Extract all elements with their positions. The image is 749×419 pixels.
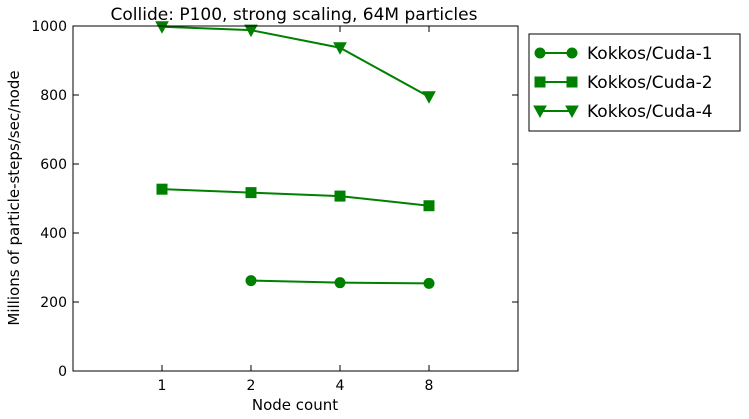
series-line-3: [161, 25, 430, 98]
legend: Kokkos/Cuda-1 Kokkos/Cuda-2 Kokkos/Cuda-4: [528, 33, 741, 132]
data-point-series-3: [244, 24, 258, 38]
data-point-series-2: [334, 190, 346, 202]
legend-marker: [565, 105, 579, 119]
chart-title: Collide: P100, strong scaling, 64M parti…: [111, 5, 478, 25]
plot-frame: [72, 25, 519, 372]
data-point-series-2: [423, 200, 435, 212]
legend-label: Kokkos/Cuda-2: [587, 73, 713, 93]
data-point-series-3: [422, 91, 436, 104]
legend-label: Kokkos/Cuda-1: [587, 44, 713, 64]
y-axis-label: Millions of particle-steps/sec/node: [5, 70, 23, 325]
y-tick-label: 200: [40, 295, 67, 311]
x-tick-label: 1: [158, 378, 167, 394]
data-point-series-1: [245, 275, 257, 287]
y-tick-label: 1000: [31, 19, 67, 35]
data-point-series-2: [156, 183, 168, 195]
x-tick-label: 2: [247, 378, 256, 394]
x-axis-label: Node count: [252, 396, 338, 414]
plot-area: 0 200 400 600 800 1000 1 2 4 8: [31, 19, 518, 394]
legend-label: Kokkos/Cuda-4: [587, 102, 713, 122]
legend-marker: [533, 105, 547, 119]
y-tick-label: 600: [40, 157, 67, 173]
x-tick-label: 8: [425, 378, 434, 394]
y-tick-label: 800: [40, 88, 67, 104]
series-line-2: [161, 188, 430, 207]
x-tick-label: 4: [336, 378, 345, 394]
y-tick-label: 400: [40, 226, 67, 242]
data-point-series-3: [333, 42, 347, 55]
legend-marker: [566, 47, 578, 59]
data-point-series-3: [155, 21, 169, 34]
legend-marker: [534, 76, 546, 88]
legend-marker: [566, 76, 578, 88]
legend-marker: [534, 47, 546, 59]
data-point-series-2: [245, 187, 257, 199]
y-tick-label: 0: [58, 364, 67, 380]
data-point-series-1: [334, 277, 346, 289]
data-point-series-1: [423, 277, 435, 289]
